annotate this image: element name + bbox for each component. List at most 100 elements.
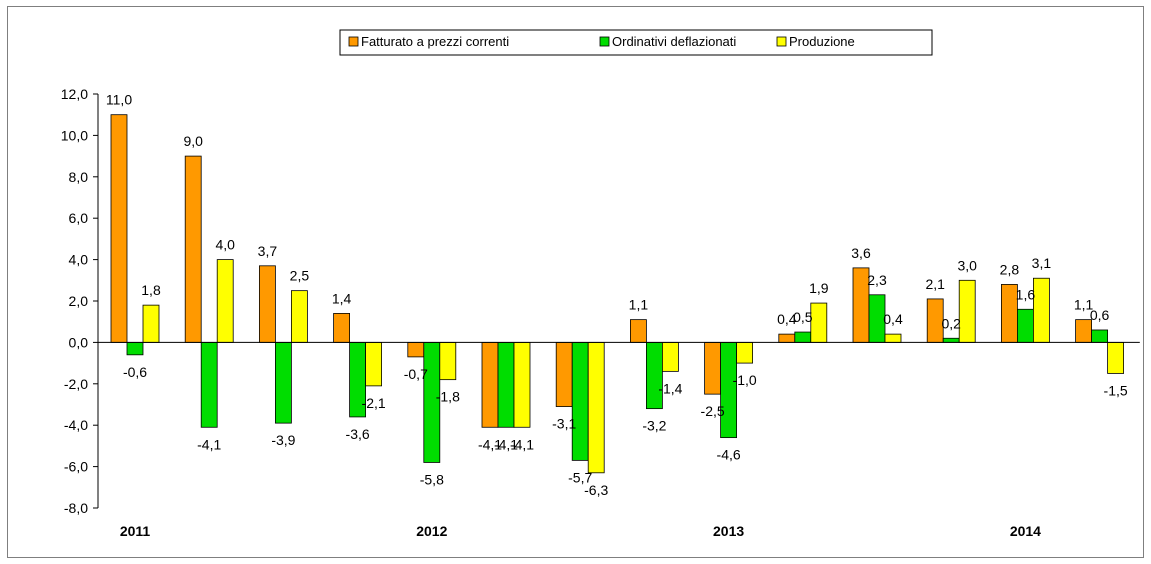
bar-series-1 xyxy=(704,341,721,395)
bar-series-3 xyxy=(587,341,605,474)
data-label: 4,0 xyxy=(215,237,235,253)
data-label: -3,1 xyxy=(552,416,576,432)
bar-series-2 xyxy=(200,341,218,428)
data-label: -0,7 xyxy=(404,366,428,382)
bar-series-3 xyxy=(513,341,531,428)
legend-label: Ordinativi deflazionati xyxy=(612,34,736,49)
y-tick-label: 6,0 xyxy=(69,210,89,226)
legend-swatch xyxy=(348,36,359,47)
bar-series-2 xyxy=(571,341,589,461)
y-tick-label: 2,0 xyxy=(69,293,89,309)
bar-series-3 xyxy=(290,290,308,343)
data-label: -0,6 xyxy=(123,364,147,380)
data-label: 1,9 xyxy=(809,280,829,296)
legend-label: Fatturato a prezzi correnti xyxy=(361,34,509,49)
data-label: 2,1 xyxy=(925,276,945,292)
data-label: 1,6 xyxy=(1016,286,1036,302)
x-tick-label: 2013 xyxy=(713,523,744,539)
bar-series-1 xyxy=(555,341,573,407)
legend-swatch xyxy=(776,36,787,47)
bar-series-1 xyxy=(630,319,647,343)
y-tick-label: 10,0 xyxy=(61,127,88,143)
bar-series-3 xyxy=(736,341,753,364)
data-label: 0,4 xyxy=(777,311,797,327)
bar-series-3 xyxy=(662,341,679,372)
y-tick-label: -4,0 xyxy=(64,417,88,433)
data-label: 3,1 xyxy=(1032,255,1052,271)
bar-series-2 xyxy=(274,341,292,424)
data-label: -4,6 xyxy=(717,447,741,463)
bar-series-1 xyxy=(258,265,276,343)
legend-label: Produzione xyxy=(789,34,855,49)
data-label: -2,1 xyxy=(362,395,386,411)
y-tick-label: -8,0 xyxy=(64,500,88,516)
data-label: 1,4 xyxy=(332,290,352,306)
data-label: 1,1 xyxy=(1074,297,1094,313)
bar-series-2 xyxy=(1091,329,1108,343)
bar-series-3 xyxy=(365,341,383,387)
x-tick-label: 2012 xyxy=(416,523,447,539)
legend: Fatturato a prezzi correnti Ordinativi de… xyxy=(339,29,933,56)
data-labels: 11,0 9,0 3,7 1,4 -0,7 -4,1 -3,1 1,1 -2,5 0,4 3,6 2,… xyxy=(106,92,1128,498)
bar-series-2 xyxy=(1017,308,1034,343)
legend-swatch xyxy=(599,36,610,47)
data-label: 2,8 xyxy=(1000,261,1020,277)
y-tick-label: -2,0 xyxy=(64,376,88,392)
data-label: -3,9 xyxy=(271,432,295,448)
bar-series-3 xyxy=(1033,277,1050,343)
data-label: -1,8 xyxy=(436,389,460,405)
x-tick-label: 2011 xyxy=(120,523,151,539)
data-label: -1,0 xyxy=(733,372,757,388)
data-label: 0,5 xyxy=(793,309,813,325)
data-label: -1,5 xyxy=(1104,382,1128,398)
data-label: 0,2 xyxy=(941,315,961,331)
bar-series-1 xyxy=(184,155,202,343)
chart-frame xyxy=(7,6,1144,558)
data-label: 0,4 xyxy=(883,311,903,327)
data-label: 1,1 xyxy=(629,297,649,313)
data-label: 3,0 xyxy=(957,257,977,273)
bar-series-1 xyxy=(778,333,796,343)
bar-series-3 xyxy=(216,259,234,343)
data-label: 3,6 xyxy=(851,245,871,261)
bar-series-1 xyxy=(110,114,128,343)
bar-series-2 xyxy=(646,341,663,410)
y-axis: 12,0 10,0 8,0 6,0 4,0 2,0 0,0 -2,0 -4,0 -6,0 -8,0 xyxy=(61,86,99,516)
data-label: -3,2 xyxy=(642,418,666,434)
data-label: -5,8 xyxy=(420,471,444,487)
data-label: -4,1 xyxy=(494,436,518,452)
data-label: -2,5 xyxy=(701,403,725,419)
y-tick-label: 12,0 xyxy=(61,86,88,102)
bar-series-2 xyxy=(126,341,144,356)
bar-series-1 xyxy=(333,313,351,343)
data-label: 1,8 xyxy=(141,282,161,298)
bar-series-3 xyxy=(810,302,828,343)
y-tick-label: -6,0 xyxy=(64,459,88,475)
bar-series-2 xyxy=(720,341,737,439)
data-label: -5,7 xyxy=(568,469,592,485)
data-label: -1,4 xyxy=(658,380,682,396)
y-tick-label: 0,0 xyxy=(69,334,89,350)
data-label: -4,1 xyxy=(510,436,534,452)
data-label: 0,6 xyxy=(1090,307,1110,323)
data-label: 3,7 xyxy=(258,243,278,259)
data-label: 2,5 xyxy=(290,268,310,284)
bar-series-2 xyxy=(942,337,960,343)
bar-series-2 xyxy=(794,331,812,343)
data-label: -6,3 xyxy=(584,482,608,498)
data-label: -4,1 xyxy=(197,436,221,452)
data-label: 9,0 xyxy=(183,133,203,149)
data-label: -4,1 xyxy=(478,436,502,452)
data-label: -3,6 xyxy=(346,426,370,442)
bar-series-1 xyxy=(481,341,499,428)
y-tick-label: 8,0 xyxy=(69,169,89,185)
bar-series-3 xyxy=(142,304,160,343)
bar-series-3 xyxy=(439,341,457,381)
bar-series-1 xyxy=(1075,319,1092,343)
bar-series-1 xyxy=(407,341,425,358)
data-label: 2,3 xyxy=(867,272,887,288)
data-label: 11,0 xyxy=(106,92,132,108)
bar-series-3 xyxy=(958,279,976,343)
bar-series-3 xyxy=(1107,341,1124,374)
